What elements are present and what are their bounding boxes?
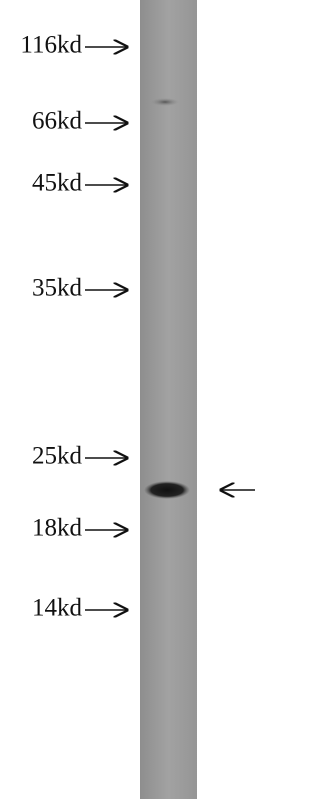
main-band xyxy=(144,481,190,499)
faint-band xyxy=(151,98,179,106)
marker-label: 66kd xyxy=(32,108,83,135)
marker-label: 18kd xyxy=(32,515,83,542)
marker-label: 14kd xyxy=(32,595,83,622)
marker-labels: 116kd 66kd 45kd 35kd 25kd 18kd 14kd xyxy=(20,32,127,622)
watermark: WWW.PTGLAB.COM xyxy=(66,156,122,645)
marker-label: 35kd xyxy=(32,275,83,302)
marker-label: 25kd xyxy=(32,443,83,470)
blot-image: WWW.PTGLAB.COM 116kd 66kd 45kd 35kd 25kd 18kd… xyxy=(20,0,255,799)
marker-label: 116kd xyxy=(20,32,82,59)
gel-lane xyxy=(140,0,197,799)
marker-label: 45kd xyxy=(32,170,83,197)
